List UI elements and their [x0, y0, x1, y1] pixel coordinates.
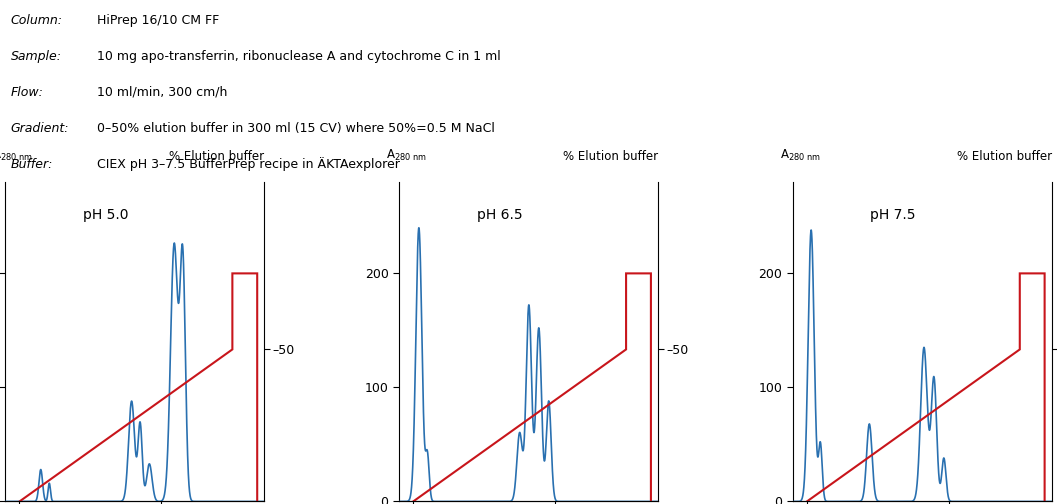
Text: pH 7.5: pH 7.5 [870, 208, 916, 222]
Text: HiPrep 16/10 CM FF: HiPrep 16/10 CM FF [97, 14, 220, 27]
Text: Gradient:: Gradient: [11, 122, 69, 135]
Text: Column:: Column: [11, 14, 62, 27]
Text: A$_{\mathregular{280\ nm}}$: A$_{\mathregular{280\ nm}}$ [0, 148, 34, 163]
Text: Sample:: Sample: [11, 50, 61, 63]
Text: 10 mg apo-transferrin, ribonuclease A and cytochrome C in 1 ml: 10 mg apo-transferrin, ribonuclease A an… [97, 50, 501, 63]
Text: A$_{\mathregular{280\ nm}}$: A$_{\mathregular{280\ nm}}$ [780, 148, 821, 163]
Text: A$_{\mathregular{280\ nm}}$: A$_{\mathregular{280\ nm}}$ [386, 148, 427, 163]
Text: Buffer:: Buffer: [11, 158, 53, 171]
Text: 0–50% elution buffer in 300 ml (15 CV) where 50%=0.5 M NaCl: 0–50% elution buffer in 300 ml (15 CV) w… [97, 122, 496, 135]
Text: 10 ml/min, 300 cm/h: 10 ml/min, 300 cm/h [97, 86, 227, 99]
Text: % Elution buffer: % Elution buffer [169, 150, 264, 163]
Text: pH 5.0: pH 5.0 [84, 208, 129, 222]
Text: % Elution buffer: % Elution buffer [957, 150, 1052, 163]
Text: CIEX pH 3–7.5 BufferPrep recipe in ÄKTAexplorer: CIEX pH 3–7.5 BufferPrep recipe in ÄKTAe… [97, 157, 401, 171]
Text: pH 6.5: pH 6.5 [477, 208, 522, 222]
Text: % Elution buffer: % Elution buffer [563, 150, 659, 163]
Text: Flow:: Flow: [11, 86, 43, 99]
